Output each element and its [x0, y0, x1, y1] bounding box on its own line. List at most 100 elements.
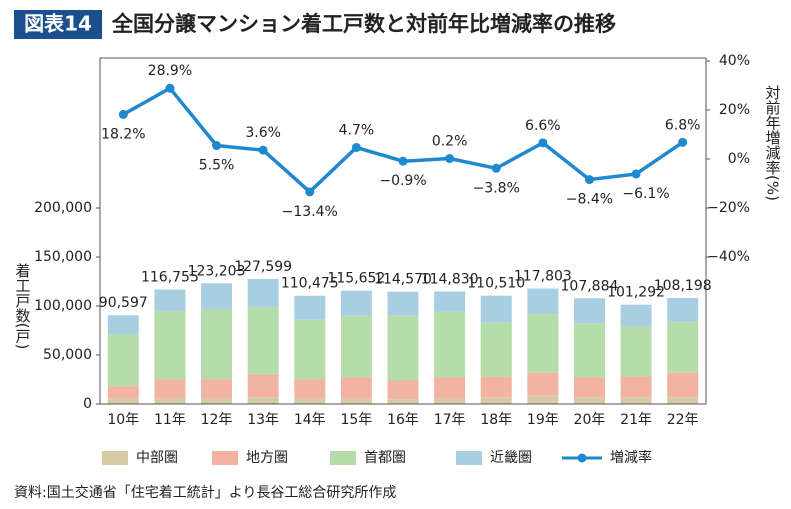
bar-segment [201, 379, 233, 399]
bar-segment [480, 376, 512, 398]
bar-segment [527, 288, 559, 314]
bar-segment [434, 377, 466, 399]
y-axis-label: 着工戸数(戸) [14, 263, 32, 350]
bar-segment [201, 308, 233, 380]
total-label: 110,510 [467, 276, 525, 292]
bar-segment [201, 398, 233, 404]
y2-tick-label: −20% [707, 200, 750, 216]
line-marker [258, 145, 268, 155]
bar-segment [480, 295, 512, 323]
line-value-label: −8.4% [566, 192, 613, 208]
line-marker [398, 156, 408, 166]
line-marker [491, 163, 501, 173]
line-marker [165, 83, 175, 93]
legend-swatch [212, 451, 238, 465]
badge-box [14, 10, 102, 39]
y2-tick-label: 20% [719, 102, 750, 118]
legend-label: 地方圏 [246, 450, 288, 466]
x-tick-label: 15年 [340, 412, 372, 428]
x-tick-label: 22年 [667, 412, 699, 428]
total-label: 115,652 [327, 271, 385, 287]
bar-segment [527, 313, 559, 373]
bar-segment [434, 291, 466, 312]
x-tick-label: 19年 [527, 412, 559, 428]
bar-segment [294, 319, 326, 380]
y-tick-label: 200,000 [34, 200, 92, 216]
x-tick-label: 13年 [247, 412, 279, 428]
y-tick-label: 0 [83, 396, 92, 412]
bar-segment [480, 397, 512, 404]
x-tick-label: 17年 [434, 412, 466, 428]
legend-swatch [102, 451, 128, 465]
total-label: 127,599 [234, 259, 292, 275]
line-marker [678, 137, 688, 147]
total-label: 114,570 [374, 272, 432, 288]
bar-segment [620, 304, 652, 327]
bar-segment [107, 386, 139, 399]
bar-segment [154, 398, 186, 404]
line-marker [538, 138, 548, 148]
line-value-label: 4.7% [339, 122, 375, 138]
y-tick-label: 50,000 [43, 347, 92, 363]
bar-segment [340, 398, 372, 404]
bar-segment [107, 315, 139, 335]
total-label: 117,803 [514, 269, 572, 285]
x-tick-label: 21年 [620, 412, 652, 428]
total-label: 101,292 [607, 285, 665, 301]
y2-tick-label: 40% [719, 53, 750, 69]
total-label: 90,597 [99, 295, 148, 311]
y2-tick-label: −40% [707, 249, 750, 265]
bar-segment [573, 397, 605, 404]
legend-label: 首都圏 [364, 450, 406, 466]
line-marker [212, 141, 222, 151]
bar-segment [387, 291, 419, 316]
bar-segment [434, 311, 466, 378]
line-marker [445, 154, 455, 164]
bar-segment [247, 278, 279, 307]
bar-segment [620, 397, 652, 404]
line-value-label: 18.2% [101, 126, 145, 142]
line-marker [305, 187, 315, 197]
bar-segment [294, 398, 326, 404]
legend-label: 増減率 [610, 449, 652, 466]
bar-segment [387, 315, 419, 381]
line-value-label: −13.4% [282, 204, 338, 220]
total-label: 114,830 [421, 271, 479, 287]
total-label: 123,203 [188, 263, 246, 279]
bar-segment [527, 395, 559, 404]
bar-segment [247, 306, 279, 375]
y-tick-label: 150,000 [34, 249, 92, 265]
line-value-label: 6.8% [665, 117, 701, 133]
bar-segment [340, 290, 372, 316]
bar-segment [154, 310, 186, 380]
total-label: 107,884 [561, 278, 619, 294]
legend-swatch [456, 451, 482, 465]
bar-segment [294, 295, 326, 320]
x-tick-label: 12年 [201, 412, 233, 428]
bar-segment [667, 397, 699, 404]
bar-segment [340, 377, 372, 399]
bar-segment [107, 334, 139, 387]
line-marker [351, 142, 361, 152]
bar-segment [667, 321, 699, 373]
bar-segment [667, 372, 699, 398]
bar-segment [434, 398, 466, 404]
line-value-label: −6.1% [622, 186, 669, 202]
line-value-label: −3.8% [473, 180, 520, 196]
legend-label: 近畿圏 [490, 450, 532, 466]
bar-segment [247, 397, 279, 404]
x-tick-label: 14年 [294, 412, 326, 428]
bar-segment [573, 377, 605, 398]
y2-axis-label: 対前年増減率(%) [764, 85, 782, 201]
source-note: 資料:国土交通省「住宅着工統計」より長谷工総合研究所作成 [14, 484, 396, 501]
bar-segment [667, 297, 699, 322]
line-value-label: −0.9% [379, 173, 426, 189]
x-tick-label: 20年 [574, 412, 606, 428]
bar-segment [620, 376, 652, 398]
chart-title: 全国分譲マンション着工戸数と対前年比増減率の推移 [111, 12, 616, 36]
line-marker [584, 175, 594, 185]
total-label: 108,198 [654, 278, 712, 294]
bar-segment [247, 374, 279, 398]
line-value-label: 0.2% [432, 134, 468, 150]
